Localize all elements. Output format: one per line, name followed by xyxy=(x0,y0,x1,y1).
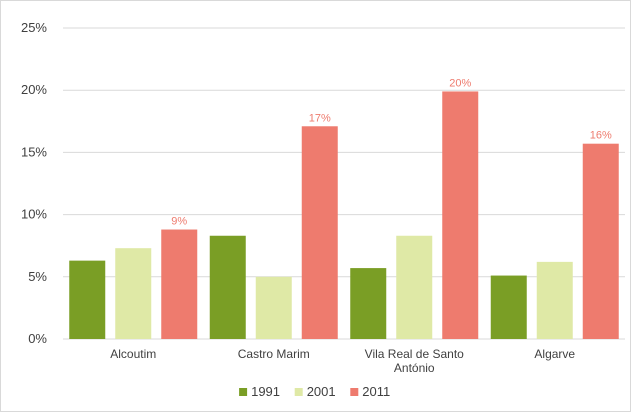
bar-2011-1 xyxy=(301,126,338,339)
bar-1991-0 xyxy=(69,260,106,339)
data-label: 16% xyxy=(590,130,612,142)
bar-2011-2 xyxy=(442,91,479,339)
category-label: Vila Real de Santo xyxy=(365,347,465,361)
data-labels: 9% 17% 20% 16% xyxy=(171,77,612,227)
legend: 1991 2001 2011 xyxy=(239,384,390,399)
data-label: 9% xyxy=(171,216,187,228)
bar-1991-3 xyxy=(490,275,527,339)
legend-label-2011: 2011 xyxy=(362,384,390,399)
data-label: 17% xyxy=(309,112,331,124)
y-tick-label: 15% xyxy=(21,144,47,159)
legend-swatch-2001 xyxy=(294,388,303,396)
y-tick-label: 25% xyxy=(21,20,47,35)
legend-label-1991: 1991 xyxy=(251,384,280,399)
bar-1991-1 xyxy=(209,235,246,339)
legend-swatch-1991 xyxy=(239,388,248,396)
category-label: Algarve xyxy=(534,347,575,361)
bars xyxy=(69,91,619,339)
bar-1991-2 xyxy=(350,268,387,339)
y-axis-tick-labels: 0% 5% 10% 15% 20% 25% xyxy=(21,20,47,346)
bar-2001-2 xyxy=(396,235,433,339)
y-tick-label: 0% xyxy=(28,331,47,346)
bar-2001-3 xyxy=(536,261,573,339)
category-label: António xyxy=(394,361,435,375)
y-tick-label: 10% xyxy=(21,207,47,222)
category-label: Alcoutim xyxy=(110,347,156,361)
bar-2011-0 xyxy=(161,229,198,339)
x-axis-category-labels: Alcoutim Castro Marim Vila Real de SantoAn… xyxy=(110,347,575,375)
legend-swatch-2011 xyxy=(350,388,359,396)
gridlines xyxy=(63,27,625,340)
y-tick-label: 5% xyxy=(28,269,47,284)
bar-2001-1 xyxy=(255,276,292,339)
y-tick-label: 20% xyxy=(21,82,47,97)
bar-2011-3 xyxy=(582,143,619,339)
legend-label-2001: 2001 xyxy=(307,384,336,399)
category-label: Castro Marim xyxy=(238,347,310,361)
bar-2001-0 xyxy=(115,248,152,339)
data-label: 20% xyxy=(449,77,471,89)
